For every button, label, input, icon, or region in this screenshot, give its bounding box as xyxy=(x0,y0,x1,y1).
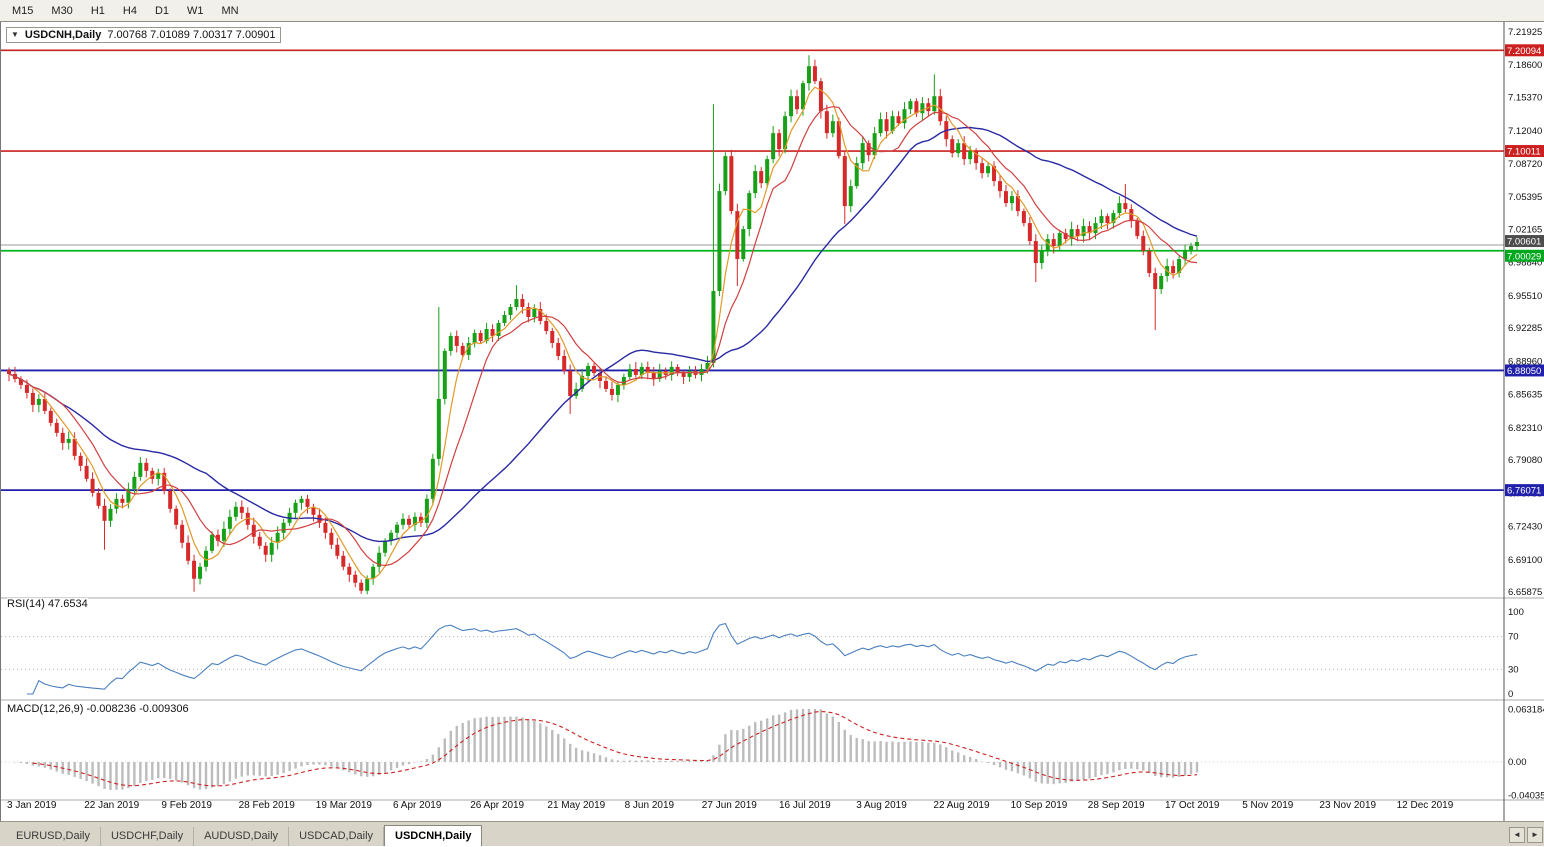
svg-text:28 Sep 2019: 28 Sep 2019 xyxy=(1088,800,1145,811)
svg-text:6.79080: 6.79080 xyxy=(1508,455,1542,466)
chart-ohlc-values: 7.00768 7.01089 7.00317 7.00901 xyxy=(107,29,276,41)
svg-text:6.69100: 6.69100 xyxy=(1508,555,1542,566)
svg-text:0.063184: 0.063184 xyxy=(1508,705,1544,716)
macd-indicator-label: MACD(12,26,9) -0.008236 -0.009306 xyxy=(7,703,189,715)
chart-canvas[interactable]: 7.21925 7.18600 7.15370 7.12040 7.08720 7.053… xyxy=(1,22,1544,821)
timeframe-d1-button[interactable]: D1 xyxy=(147,3,177,19)
tab-scroll-right-button[interactable]: ► xyxy=(1527,827,1543,843)
svg-text:7.08720: 7.08720 xyxy=(1508,159,1542,170)
svg-text:6.92285: 6.92285 xyxy=(1508,323,1542,334)
timeframe-h4-button[interactable]: H4 xyxy=(115,3,145,19)
svg-text:6.98840: 6.98840 xyxy=(1508,258,1542,269)
svg-text:27 Jun 2019: 27 Jun 2019 xyxy=(702,800,757,811)
chart-window: 7.21925 7.18600 7.15370 7.12040 7.08720 7.053… xyxy=(0,22,1544,821)
svg-text:3 Jan 2019: 3 Jan 2019 xyxy=(7,800,57,811)
svg-text:7.02165: 7.02165 xyxy=(1508,224,1542,235)
tab-usdchf-daily[interactable]: USDCHF,Daily xyxy=(101,827,195,846)
svg-text:19 Mar 2019: 19 Mar 2019 xyxy=(316,800,373,811)
svg-text:6.88050: 6.88050 xyxy=(1507,366,1541,377)
svg-text:3 Aug 2019: 3 Aug 2019 xyxy=(856,800,907,811)
chart-symbol-label: USDCNH,Daily xyxy=(24,29,102,41)
svg-text:6.76071: 6.76071 xyxy=(1507,486,1541,497)
price-scale[interactable]: 7.21925 7.18600 7.15370 7.12040 7.08720 7.053… xyxy=(1508,27,1544,801)
tab-eurusd-daily[interactable]: EURUSD,Daily xyxy=(6,827,101,846)
svg-text:6.82310: 6.82310 xyxy=(1508,423,1542,434)
svg-text:70: 70 xyxy=(1508,632,1519,643)
svg-text:16 Jul 2019: 16 Jul 2019 xyxy=(779,800,831,811)
macd-histogram xyxy=(13,709,1199,790)
svg-text:21 May 2019: 21 May 2019 xyxy=(547,800,605,811)
svg-text:10 Sep 2019: 10 Sep 2019 xyxy=(1011,800,1068,811)
svg-text:6.85635: 6.85635 xyxy=(1508,390,1542,401)
horizontal-level-lines[interactable] xyxy=(1,49,1504,492)
macd-signal-line xyxy=(32,710,1198,787)
svg-text:7.15370: 7.15370 xyxy=(1508,92,1542,103)
chart-title: ▼ USDCNH,Daily 7.00768 7.01089 7.00317 7… xyxy=(6,27,281,43)
svg-text:22 Jan 2019: 22 Jan 2019 xyxy=(84,800,139,811)
svg-text:30: 30 xyxy=(1508,664,1519,675)
chart-dropdown-arrow-icon[interactable]: ▼ xyxy=(11,30,19,39)
timeframe-m15-button[interactable]: M15 xyxy=(4,3,41,19)
svg-text:7.05395: 7.05395 xyxy=(1508,192,1542,203)
svg-text:6.65875: 6.65875 xyxy=(1508,587,1542,598)
svg-text:23 Nov 2019: 23 Nov 2019 xyxy=(1319,800,1376,811)
svg-text:22 Aug 2019: 22 Aug 2019 xyxy=(933,800,990,811)
svg-text:7.00029: 7.00029 xyxy=(1507,251,1541,262)
svg-text:6.88960: 6.88960 xyxy=(1508,356,1542,367)
svg-text:7.12040: 7.12040 xyxy=(1508,126,1542,137)
rsi-indicator-label: RSI(14) 47.6534 xyxy=(7,598,88,610)
svg-text:6.72430: 6.72430 xyxy=(1508,522,1542,533)
svg-text:0.00: 0.00 xyxy=(1508,757,1527,768)
svg-text:28 Feb 2019: 28 Feb 2019 xyxy=(239,800,296,811)
ma-slow-line xyxy=(8,126,1198,543)
tab-usdcad-daily[interactable]: USDCAD,Daily xyxy=(289,827,385,846)
timeframe-mn-button[interactable]: MN xyxy=(214,3,247,19)
svg-text:7.10011: 7.10011 xyxy=(1507,147,1541,158)
price-badges: 7.20094 7.10011 7.00601 7.00029 6.88050 6.760… xyxy=(1505,44,1544,497)
timeframe-h1-button[interactable]: H1 xyxy=(83,3,113,19)
svg-text:6.95510: 6.95510 xyxy=(1508,291,1542,302)
svg-text:6 Apr 2019: 6 Apr 2019 xyxy=(393,800,442,811)
svg-text:7.21925: 7.21925 xyxy=(1508,27,1542,38)
svg-text:100: 100 xyxy=(1508,607,1524,618)
timeframe-toolbar: M15 M30 H1 H4 D1 W1 MN xyxy=(0,0,1544,22)
candlesticks xyxy=(7,55,1199,595)
svg-text:5 Nov 2019: 5 Nov 2019 xyxy=(1242,800,1294,811)
svg-text:7.20094: 7.20094 xyxy=(1507,46,1541,57)
ma-fast-line xyxy=(8,86,1198,580)
svg-text:7.00601: 7.00601 xyxy=(1507,237,1541,248)
tab-scroll-left-button[interactable]: ◄ xyxy=(1509,827,1525,843)
tab-audusd-daily[interactable]: AUDUSD,Daily xyxy=(194,827,290,846)
rsi-line xyxy=(26,622,1198,695)
tab-usdcnh-daily[interactable]: USDCNH,Daily xyxy=(384,825,483,846)
svg-text:26 Apr 2019: 26 Apr 2019 xyxy=(470,800,524,811)
svg-text:12 Dec 2019: 12 Dec 2019 xyxy=(1397,800,1454,811)
svg-text:9 Feb 2019: 9 Feb 2019 xyxy=(161,800,212,811)
timeframe-m30-button[interactable]: M30 xyxy=(43,3,80,19)
ma-mid-line xyxy=(8,106,1198,567)
svg-text:8 Jun 2019: 8 Jun 2019 xyxy=(625,800,675,811)
svg-text:17 Oct 2019: 17 Oct 2019 xyxy=(1165,800,1220,811)
svg-text:0: 0 xyxy=(1508,689,1513,700)
svg-text:-0.040355: -0.040355 xyxy=(1508,790,1544,801)
time-scale[interactable]: 3 Jan 2019 22 Jan 2019 9 Feb 2019 28 Feb 20… xyxy=(7,800,1454,811)
chart-tabbar: EURUSD,Daily USDCHF,Daily AUDUSD,Daily U… xyxy=(0,821,1544,846)
timeframe-w1-button[interactable]: W1 xyxy=(179,3,212,19)
svg-text:7.18600: 7.18600 xyxy=(1508,60,1542,71)
